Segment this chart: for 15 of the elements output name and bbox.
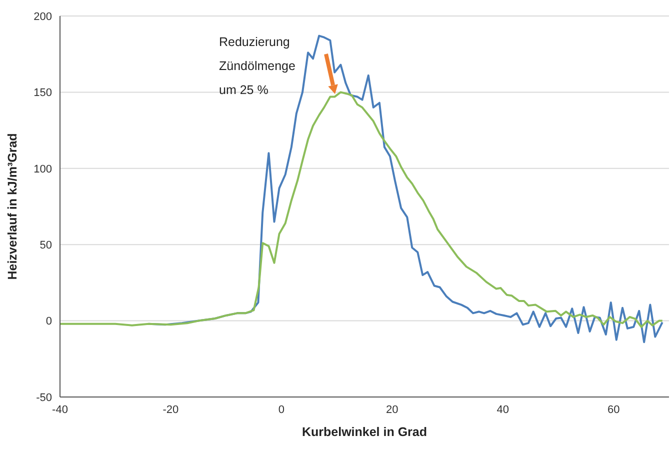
y-axis-title: Heizverlauf in kJ/m³Grad bbox=[5, 133, 20, 280]
x-tick-label: 40 bbox=[496, 404, 510, 416]
x-tick-label: -40 bbox=[52, 404, 68, 416]
y-tick-label: 0 bbox=[46, 316, 52, 328]
y-tick-label: 200 bbox=[34, 10, 52, 23]
y-tick-label: 100 bbox=[34, 163, 52, 176]
x-tick-label: 20 bbox=[386, 404, 398, 416]
y-tick-label: 150 bbox=[34, 87, 52, 100]
y-tick-label: 50 bbox=[40, 240, 52, 252]
x-axis-title: Kurbelwinkel in Grad bbox=[302, 424, 428, 439]
y-tick-label: -50 bbox=[36, 392, 52, 404]
x-tick-label: -20 bbox=[162, 404, 179, 416]
x-tick-label: 0 bbox=[278, 404, 285, 416]
x-tick-label: 60 bbox=[608, 404, 620, 416]
annotation: Reduzierung Zündölmenge um 25 % bbox=[219, 35, 296, 97]
